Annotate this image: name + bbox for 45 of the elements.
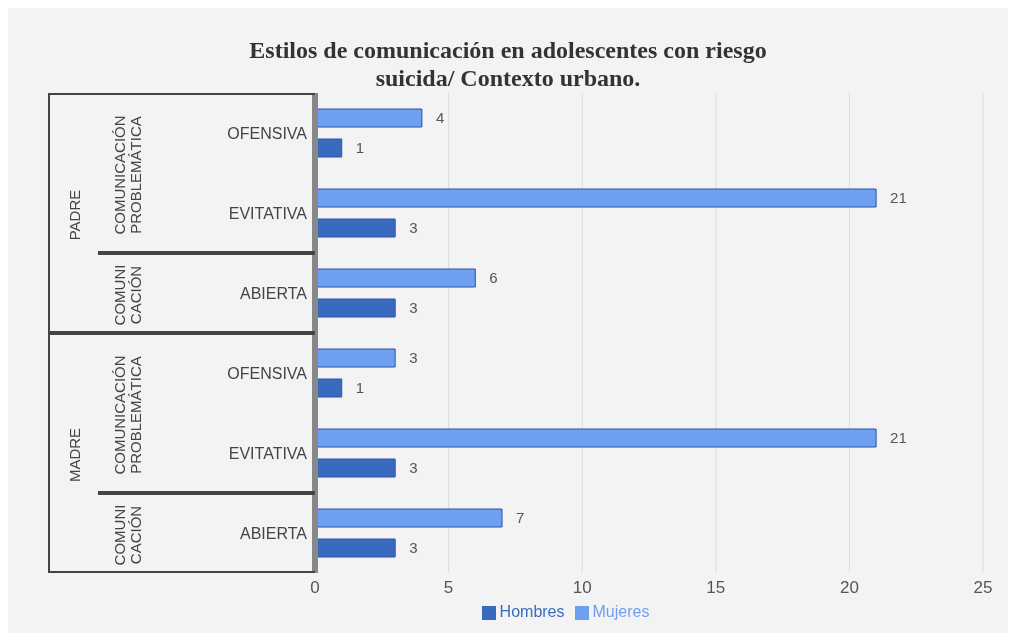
x-tick-label: 25	[973, 578, 993, 598]
bar	[315, 108, 423, 128]
data-label: 4	[435, 109, 445, 127]
x-tick-label: 10	[572, 578, 592, 598]
data-label: 3	[409, 349, 418, 367]
text: COMUNI CACIÓN	[111, 504, 144, 566]
data-label: 3	[409, 219, 418, 237]
x-tick-label: 20	[839, 578, 859, 598]
data-label: 6	[489, 269, 498, 287]
bar	[315, 538, 396, 558]
bar	[315, 298, 396, 318]
bar	[315, 348, 396, 368]
y-tick-label: OFENSIVA	[227, 364, 308, 382]
data-label: 21	[890, 189, 907, 207]
data-label: 7	[516, 509, 525, 527]
x-tick-label: 5	[443, 578, 454, 598]
bar	[315, 428, 877, 448]
y-tick-label: EVITATIVA	[228, 204, 308, 222]
text: MADRE	[66, 427, 83, 483]
chart-title: Estilos de comunicación en adolescentes con riesgo suicida/ Contexto urbano.	[248, 36, 768, 92]
bar	[315, 188, 877, 208]
x-tick-label: 0	[310, 578, 320, 598]
bar	[315, 378, 343, 398]
legend-label: Mujeres	[592, 603, 650, 620]
bar	[315, 458, 396, 478]
data-label: 1	[355, 379, 365, 397]
bar	[315, 138, 343, 158]
text: COMUNI CACIÓN	[111, 264, 144, 326]
y-tick-label: OFENSIVA	[227, 124, 308, 142]
y-tick-label: ABIERTA	[240, 524, 308, 542]
y-tick-label: EVITATIVA	[228, 444, 308, 462]
legend-label: Hombres	[499, 603, 565, 620]
data-label: 3	[409, 299, 418, 317]
data-label: 3	[409, 539, 418, 557]
bar	[315, 508, 503, 528]
text: PADRE	[66, 189, 83, 241]
text: COMUNICACIÓN PROBLEMÁTICA	[111, 115, 144, 235]
bar	[315, 218, 396, 238]
data-label: 3	[409, 459, 418, 477]
bar	[315, 268, 476, 288]
data-label: 21	[890, 429, 907, 447]
x-tick-label: 15	[706, 578, 726, 598]
data-label: 1	[355, 139, 365, 157]
y-tick-label: ABIERTA	[240, 284, 308, 302]
text: COMUNICACIÓN PROBLEMÁTICA	[111, 355, 144, 475]
